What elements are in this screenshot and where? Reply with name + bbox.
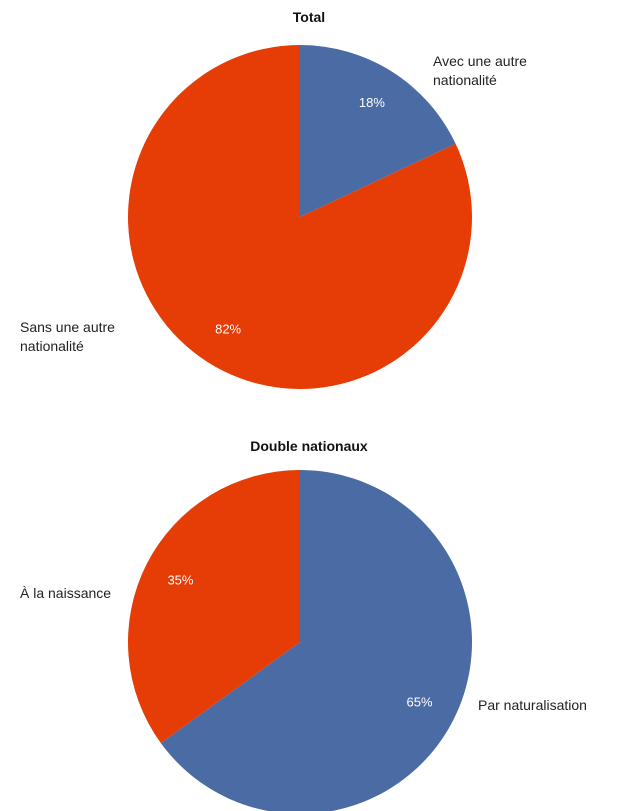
value-label: 82% xyxy=(215,322,241,337)
category-label: Par naturalisation xyxy=(478,697,587,713)
category-label: Sans une autre nationalité xyxy=(20,319,115,354)
category-label: À la naissance xyxy=(20,585,112,601)
pie-slice xyxy=(127,45,472,390)
category-label: Avec une autre nationalité xyxy=(433,53,527,88)
pie-slice xyxy=(127,470,300,744)
pie-slice xyxy=(160,470,472,811)
value-label: 18% xyxy=(359,95,385,110)
value-label: 35% xyxy=(167,573,193,588)
value-label: 65% xyxy=(407,694,433,709)
chart-title: Total xyxy=(292,9,326,25)
chart-title: Double nationaux xyxy=(250,438,368,454)
pie-slice xyxy=(300,45,456,217)
